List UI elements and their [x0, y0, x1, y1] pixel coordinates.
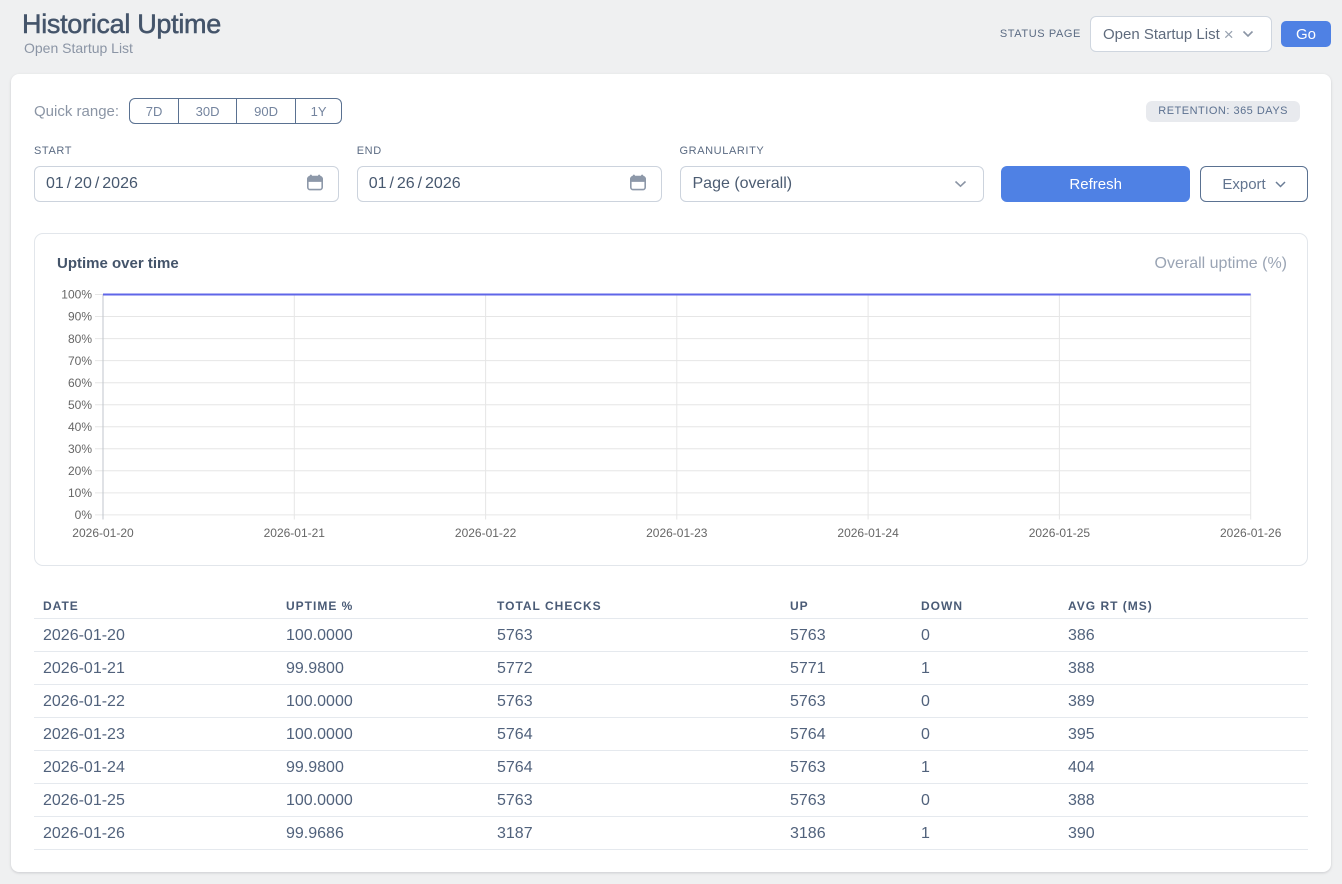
svg-text:70%: 70% [68, 354, 92, 368]
svg-text:30%: 30% [68, 442, 92, 456]
svg-text:2026-01-21: 2026-01-21 [264, 526, 326, 540]
svg-text:2026-01-23: 2026-01-23 [646, 526, 708, 540]
svg-text:2026-01-20: 2026-01-20 [72, 526, 134, 540]
svg-text:40%: 40% [68, 420, 92, 434]
svg-text:80%: 80% [68, 332, 92, 346]
svg-text:100%: 100% [61, 288, 92, 302]
svg-text:90%: 90% [68, 310, 92, 324]
svg-text:2026-01-25: 2026-01-25 [1029, 526, 1091, 540]
svg-text:2026-01-26: 2026-01-26 [1220, 526, 1282, 540]
svg-text:60%: 60% [68, 376, 92, 390]
svg-text:2026-01-22: 2026-01-22 [455, 526, 517, 540]
svg-text:2026-01-24: 2026-01-24 [837, 526, 899, 540]
svg-text:50%: 50% [68, 398, 92, 412]
svg-text:10%: 10% [68, 486, 92, 500]
svg-text:20%: 20% [68, 464, 92, 478]
svg-text:0%: 0% [75, 508, 93, 522]
